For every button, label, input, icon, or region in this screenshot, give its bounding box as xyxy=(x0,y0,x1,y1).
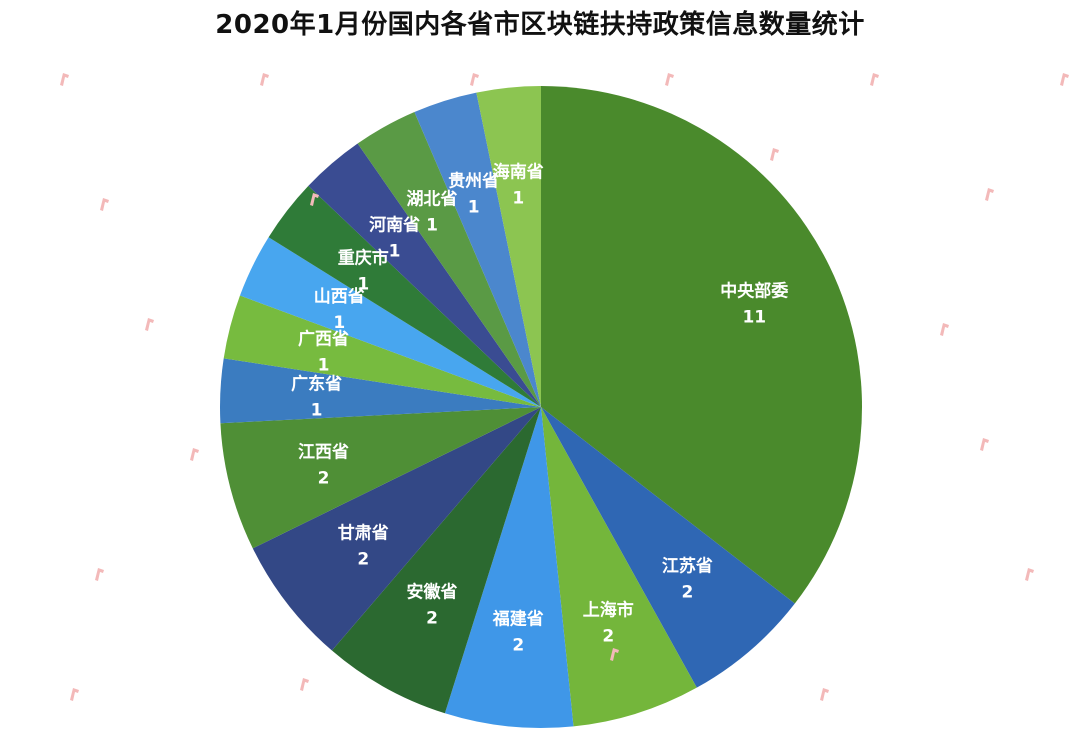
slice-label-value-12: 1 xyxy=(426,216,438,236)
slice-label-name-0: 中央部委 xyxy=(720,280,788,301)
watermark-mark-1 xyxy=(260,73,269,86)
watermark-mark-16 xyxy=(300,678,309,691)
watermark-mark-9 xyxy=(985,188,994,201)
pie-slice-14 xyxy=(476,86,541,407)
watermark-mark-19 xyxy=(70,688,79,701)
watermark-mark-17 xyxy=(610,648,619,661)
slice-label-name-5: 甘肃省 xyxy=(338,523,389,544)
chart-title: 2020年1月份国内各省市区块链扶持政策信息数量统计 xyxy=(215,10,865,40)
watermark-mark-10 xyxy=(145,318,154,331)
slice-label-value-11: 1 xyxy=(389,242,401,262)
slice-label-name-9: 山西省 xyxy=(314,286,365,307)
watermark-mark-12 xyxy=(190,448,199,461)
slice-label-value-9: 1 xyxy=(333,313,345,333)
slice-label-name-2: 上海市 xyxy=(583,599,634,620)
pie-slice-2 xyxy=(541,407,697,727)
pie-slice-8 xyxy=(223,295,541,407)
watermark-mark-14 xyxy=(95,568,104,581)
pie-slice-4 xyxy=(331,407,541,714)
slice-label-value-10: 1 xyxy=(357,275,369,295)
slice-label-name-14: 海南省 xyxy=(493,162,544,183)
slice-label-value-4: 2 xyxy=(426,609,438,629)
slice-label-value-1: 2 xyxy=(681,583,693,603)
slice-label-name-4: 安徽省 xyxy=(407,582,458,603)
watermark-layer xyxy=(60,73,1069,701)
pie-slice-0 xyxy=(541,86,863,604)
watermark-mark-13 xyxy=(980,438,989,451)
slice-label-value-5: 2 xyxy=(357,550,369,570)
pie-slice-12 xyxy=(357,112,541,407)
pie-slice-9 xyxy=(239,237,542,407)
watermark-mark-8 xyxy=(770,148,779,161)
watermark-mark-0 xyxy=(60,73,69,86)
pie-slice-5 xyxy=(252,407,542,651)
watermark-mark-18 xyxy=(820,688,829,701)
slice-label-value-13: 1 xyxy=(468,198,480,218)
slice-label-name-6: 江西省 xyxy=(298,441,349,462)
slice-label-value-0: 11 xyxy=(742,307,766,327)
pie-slice-10 xyxy=(268,185,541,407)
pie-slice-6 xyxy=(220,407,541,549)
pie-slices xyxy=(219,86,863,728)
watermark-mark-3 xyxy=(665,73,674,86)
slice-label-value-7: 1 xyxy=(311,401,323,421)
pie-slice-1 xyxy=(541,407,795,688)
watermark-mark-5 xyxy=(1060,73,1069,86)
pie-slice-11 xyxy=(308,143,541,407)
slice-label-name-3: 福建省 xyxy=(492,609,544,630)
slice-label-name-7: 广东省 xyxy=(291,374,342,395)
watermark-mark-11 xyxy=(940,323,949,336)
slice-label-name-8: 广西省 xyxy=(298,329,349,350)
slice-label-name-13: 贵州省 xyxy=(448,171,499,192)
watermark-mark-2 xyxy=(470,73,479,86)
pie-slice-3 xyxy=(444,407,574,728)
slice-label-value-3: 2 xyxy=(512,636,524,656)
slice-label-name-11: 河南省 xyxy=(369,215,420,236)
slice-label-name-1: 江苏省 xyxy=(662,556,713,577)
pie-slice-13 xyxy=(414,92,541,407)
slice-label-value-2: 2 xyxy=(602,626,614,646)
slice-label-value-8: 1 xyxy=(318,356,330,376)
slice-label-name-12: 湖北省 xyxy=(407,189,458,210)
slice-label-value-6: 2 xyxy=(318,468,330,488)
watermark-mark-7 xyxy=(310,193,319,206)
slice-label-value-14: 1 xyxy=(512,189,524,209)
pie-labels: 中央部委11江苏省2上海市2福建省2安徽省2甘肃省2江西省2广东省1广西省1山西… xyxy=(291,162,788,656)
watermark-mark-15 xyxy=(1025,568,1034,581)
slice-label-name-10: 重庆市 xyxy=(338,248,389,269)
pie-slice-7 xyxy=(219,358,541,424)
watermark-mark-6 xyxy=(100,198,109,211)
watermark-mark-4 xyxy=(870,73,879,86)
